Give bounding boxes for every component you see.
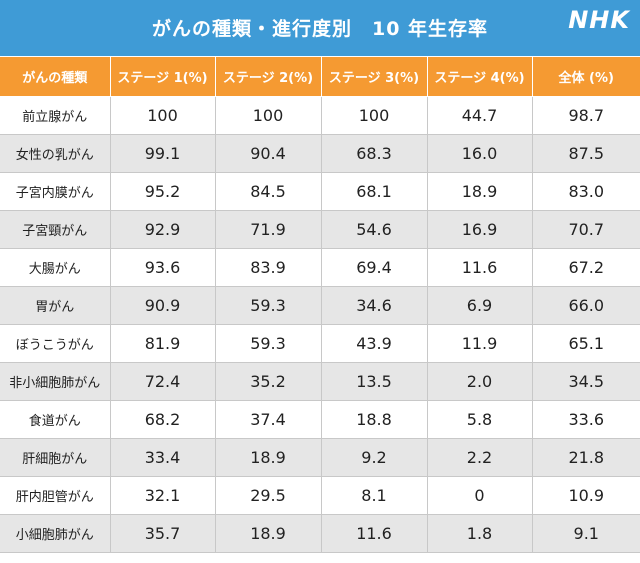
survival-value-cell: 54.6: [321, 210, 428, 249]
survival-value-cell: 71.9: [215, 210, 322, 249]
column-header: ステージ 4(%): [427, 57, 533, 97]
survival-value-cell: 35.2: [215, 362, 322, 401]
survival-value-cell: 99.1: [110, 134, 216, 173]
cancer-type-cell: 肝細胞がん: [0, 438, 111, 477]
survival-value-cell: 11.6: [427, 248, 533, 287]
survival-value-cell: 93.6: [110, 248, 216, 287]
chart-header: がんの種類・進行度別 10 年生存率 NHK: [0, 0, 640, 56]
survival-value-cell: 83.9: [215, 248, 322, 287]
cancer-type-cell: 食道がん: [0, 400, 111, 439]
survival-value-cell: 6.9: [427, 286, 533, 325]
survival-value-cell: 59.3: [215, 324, 322, 363]
survival-value-cell: 33.6: [532, 400, 640, 439]
table-row: ぼうこうがん 81.9 59.3 43.9 11.9 65.1: [0, 324, 640, 363]
survival-value-cell: 84.5: [215, 172, 322, 211]
table-row: 非小細胞肺がん 72.4 35.2 13.5 2.0 34.5: [0, 362, 640, 401]
survival-value-cell: 33.4: [110, 438, 216, 477]
survival-value-cell: 35.7: [110, 514, 216, 553]
survival-value-cell: 90.4: [215, 134, 322, 173]
cancer-type-cell: 小細胞肺がん: [0, 514, 111, 553]
column-header: 全体 (%): [532, 57, 640, 97]
chart-title: がんの種類・進行度別 10 年生存率: [151, 18, 489, 40]
survival-value-cell: 90.9: [110, 286, 216, 325]
survival-value-cell: 18.9: [215, 438, 322, 477]
survival-value-cell: 87.5: [532, 134, 640, 173]
survival-rate-table: がんの種類 ステージ 1(%) ステージ 2(%) ステージ 3(%) ステージ 4(%…: [0, 57, 640, 553]
survival-value-cell: 9.2: [321, 438, 428, 477]
survival-value-cell: 95.2: [110, 172, 216, 211]
cancer-type-cell: 大腸がん: [0, 248, 111, 287]
table-row: 子宮内膜がん 95.2 84.5 68.1 18.9 83.0: [0, 172, 640, 211]
survival-value-cell: 5.8: [427, 400, 533, 439]
survival-value-cell: 100: [110, 96, 216, 135]
cancer-type-cell: 前立腺がん: [0, 96, 111, 135]
survival-value-cell: 70.7: [532, 210, 640, 249]
survival-value-cell: 67.2: [532, 248, 640, 287]
survival-value-cell: 68.2: [110, 400, 216, 439]
survival-value-cell: 1.8: [427, 514, 533, 553]
survival-value-cell: 11.6: [321, 514, 428, 553]
cancer-type-cell: 女性の乳がん: [0, 134, 111, 173]
column-header: ステージ 1(%): [110, 57, 216, 97]
cancer-type-cell: 子宮頸がん: [0, 210, 111, 249]
survival-value-cell: 100: [321, 96, 428, 135]
cancer-type-cell: 肝内胆管がん: [0, 476, 111, 515]
survival-value-cell: 59.3: [215, 286, 322, 325]
survival-value-cell: 18.9: [215, 514, 322, 553]
survival-value-cell: 69.4: [321, 248, 428, 287]
survival-value-cell: 13.5: [321, 362, 428, 401]
survival-value-cell: 34.5: [532, 362, 640, 401]
survival-value-cell: 98.7: [532, 96, 640, 135]
survival-value-cell: 34.6: [321, 286, 428, 325]
column-header: がんの種類: [0, 57, 111, 97]
column-header: ステージ 3(%): [321, 57, 428, 97]
survival-value-cell: 16.0: [427, 134, 533, 173]
survival-value-cell: 43.9: [321, 324, 428, 363]
survival-value-cell: 8.1: [321, 476, 428, 515]
cancer-type-cell: ぼうこうがん: [0, 324, 111, 363]
survival-value-cell: 68.1: [321, 172, 428, 211]
survival-value-cell: 37.4: [215, 400, 322, 439]
table-row: 食道がん 68.2 37.4 18.8 5.8 33.6: [0, 400, 640, 439]
survival-value-cell: 44.7: [427, 96, 533, 135]
survival-value-cell: 0: [427, 476, 533, 515]
cancer-type-cell: 子宮内膜がん: [0, 172, 111, 211]
table-row: 大腸がん 93.6 83.9 69.4 11.6 67.2: [0, 248, 640, 287]
survival-value-cell: 66.0: [532, 286, 640, 325]
survival-value-cell: 100: [215, 96, 322, 135]
survival-value-cell: 83.0: [532, 172, 640, 211]
survival-value-cell: 21.8: [532, 438, 640, 477]
cancer-type-cell: 非小細胞肺がん: [0, 362, 111, 401]
column-header: ステージ 2(%): [215, 57, 322, 97]
table-row: 小細胞肺がん 35.7 18.9 11.6 1.8 9.1: [0, 514, 640, 553]
survival-value-cell: 92.9: [110, 210, 216, 249]
survival-value-cell: 29.5: [215, 476, 322, 515]
table-row: 胃がん 90.9 59.3 34.6 6.9 66.0: [0, 286, 640, 325]
survival-value-cell: 2.2: [427, 438, 533, 477]
table-header: がんの種類 ステージ 1(%) ステージ 2(%) ステージ 3(%) ステージ 4(%…: [0, 57, 640, 97]
table-row: 肝内胆管がん 32.1 29.5 8.1 0 10.9: [0, 476, 640, 515]
survival-value-cell: 65.1: [532, 324, 640, 363]
survival-value-cell: 81.9: [110, 324, 216, 363]
table-row: 肝細胞がん 33.4 18.9 9.2 2.2 21.8: [0, 438, 640, 477]
cancer-type-cell: 胃がん: [0, 286, 111, 325]
survival-value-cell: 16.9: [427, 210, 533, 249]
survival-value-cell: 18.8: [321, 400, 428, 439]
table-body: 前立腺がん 100 100 100 44.7 98.7 女性の乳がん 99.1 90.4 68.3…: [0, 96, 640, 553]
nhk-logo: NHK: [568, 6, 630, 34]
survival-value-cell: 18.9: [427, 172, 533, 211]
table-row: 子宮頸がん 92.9 71.9 54.6 16.9 70.7: [0, 210, 640, 249]
survival-value-cell: 32.1: [110, 476, 216, 515]
table-row: 前立腺がん 100 100 100 44.7 98.7: [0, 96, 640, 135]
survival-value-cell: 10.9: [532, 476, 640, 515]
survival-value-cell: 72.4: [110, 362, 216, 401]
header-row: がんの種類 ステージ 1(%) ステージ 2(%) ステージ 3(%) ステージ 4(%…: [0, 57, 640, 97]
survival-value-cell: 9.1: [532, 514, 640, 553]
survival-value-cell: 68.3: [321, 134, 428, 173]
survival-value-cell: 11.9: [427, 324, 533, 363]
survival-value-cell: 2.0: [427, 362, 533, 401]
table-row: 女性の乳がん 99.1 90.4 68.3 16.0 87.5: [0, 134, 640, 173]
